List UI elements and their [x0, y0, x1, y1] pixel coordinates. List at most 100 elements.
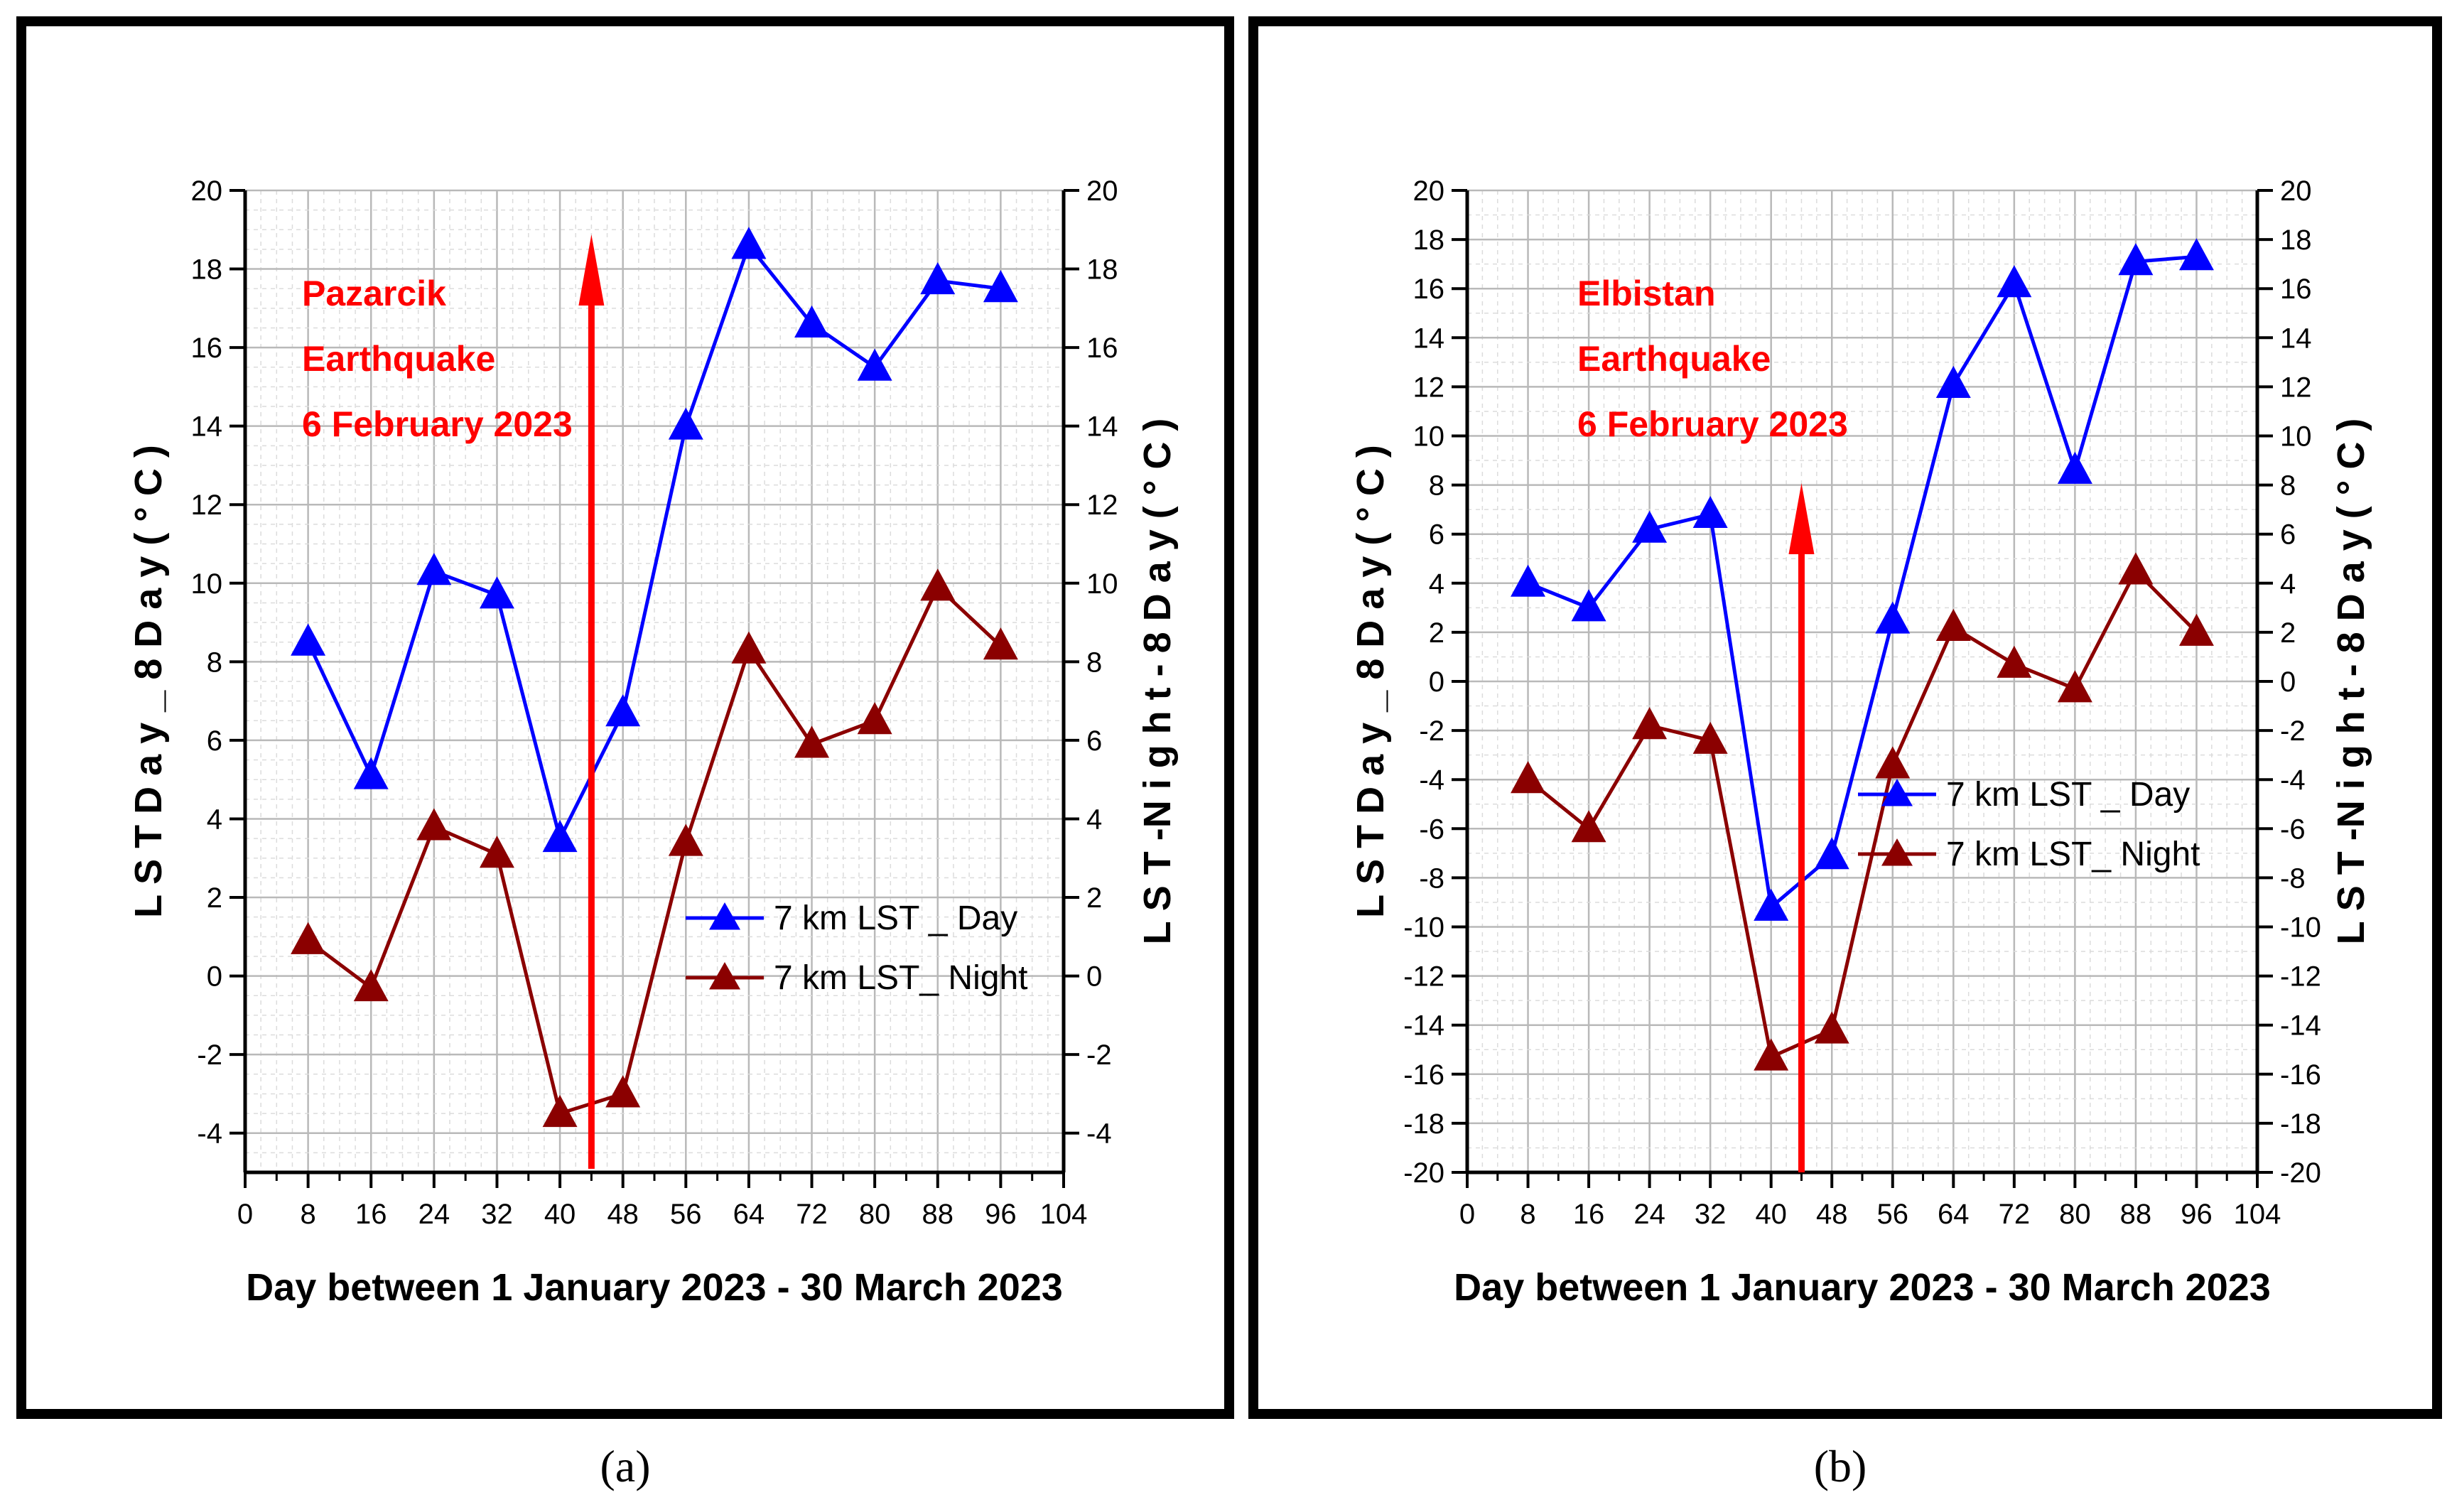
event-arrow-head — [578, 234, 605, 306]
y-tick-label-left: -8 — [1419, 863, 1444, 894]
y-tick-label-right: 12 — [1086, 490, 1118, 521]
y-tick-label-left: 8 — [1429, 470, 1444, 502]
y-tick-label-right: -4 — [2280, 765, 2306, 796]
y-axis-title-right: L S T -N i g h t - 8 D a y ( ° C ) — [2330, 418, 2372, 945]
data-point-night — [2118, 552, 2154, 585]
x-tick-label: 56 — [670, 1199, 702, 1230]
legend-marker — [1881, 838, 1913, 866]
data-point-night — [2178, 613, 2214, 646]
data-point-night — [1571, 810, 1606, 843]
y-tick-label-left: 4 — [207, 804, 222, 835]
data-point-day — [983, 270, 1018, 303]
series-line-night — [1526, 568, 2198, 1060]
data-point-day — [1571, 589, 1606, 622]
data-point-day — [479, 576, 514, 609]
y-tick-label-left: 10 — [191, 568, 223, 600]
x-tick-label: 40 — [544, 1199, 576, 1230]
y-axis-title-left: L S T D a y _ 8 D a y ( ° C ) — [1349, 445, 1392, 918]
y-tick-label-left: -6 — [1419, 814, 1444, 845]
panel-caption: (b) — [1814, 1441, 1867, 1491]
earthquake-annotation: 6 February 2023 — [1577, 404, 1848, 444]
y-axis-title-left: L S T D a y _ 8 D a y ( ° C ) — [127, 445, 170, 918]
y-tick-label-left: 12 — [191, 490, 223, 521]
x-tick-label: 24 — [418, 1199, 450, 1230]
x-tick-label: 72 — [796, 1199, 828, 1230]
data-point-night — [291, 922, 326, 954]
y-tick-label-right: 18 — [1086, 254, 1118, 286]
event-arrow-head — [1788, 483, 1815, 554]
legend-label: 7 km LST_ Night — [774, 959, 1027, 997]
panel-caption: (a) — [600, 1441, 650, 1491]
y-tick-label-right: 16 — [2280, 274, 2312, 305]
data-point-day — [542, 820, 578, 853]
legend-entry-night: 7 km LST_ Night — [1858, 836, 2200, 873]
y-tick-label-left: -4 — [1419, 765, 1444, 796]
x-tick-label: 24 — [1633, 1199, 1665, 1230]
data-point-night — [731, 631, 767, 664]
panel-border — [1248, 16, 2442, 1419]
x-tick-label: 16 — [1573, 1199, 1605, 1230]
data-point-night — [1814, 1011, 1849, 1044]
x-tick-label: 80 — [2059, 1199, 2091, 1230]
legend-label: 7 km LST _ Day — [774, 900, 1017, 937]
x-tick-label: 32 — [481, 1199, 513, 1230]
x-axis-title: Day between 1 January 2023 - 30 March 20… — [246, 1266, 1063, 1309]
y-tick-label-right: -2 — [2280, 716, 2306, 747]
y-tick-label-left: 14 — [1413, 323, 1445, 354]
data-point-day — [1997, 265, 2032, 298]
y-tick-label-right: 10 — [1086, 568, 1118, 600]
y-tick-label-right: 6 — [1086, 725, 1102, 757]
data-point-night — [983, 627, 1018, 660]
y-tick-label-left: -14 — [1403, 1010, 1444, 1042]
legend-marker — [1881, 779, 1913, 806]
data-point-day — [668, 407, 703, 440]
y-tick-label-left: -4 — [197, 1118, 222, 1150]
y-tick-label-right: -18 — [2280, 1108, 2321, 1140]
data-point-day — [1692, 495, 1728, 529]
y-tick-label-left: -18 — [1403, 1108, 1444, 1140]
data-point-night — [416, 808, 452, 841]
data-point-night — [1875, 746, 1911, 779]
x-tick-label: 32 — [1695, 1199, 1727, 1230]
x-tick-label: 40 — [1755, 1199, 1787, 1230]
data-point-night — [542, 1094, 578, 1128]
y-tick-label-left: 10 — [1413, 421, 1445, 453]
y-tick-label-right: -14 — [2280, 1010, 2321, 1042]
grid — [1466, 189, 2259, 1174]
y-tick-label-right: 14 — [1086, 411, 1118, 443]
y-tick-label-left: -16 — [1403, 1059, 1444, 1091]
y-tick-label-left: 12 — [1413, 372, 1445, 403]
legend-marker — [709, 962, 740, 990]
data-point-night — [857, 702, 892, 735]
x-tick-label: 88 — [922, 1199, 954, 1230]
data-point-night — [1935, 608, 1971, 641]
y-tick-label-left: 2 — [1429, 617, 1444, 649]
data-point-day — [2057, 451, 2092, 484]
earthquake-annotation: Elbistan — [1577, 274, 1715, 313]
y-tick-label-left: 18 — [191, 254, 223, 286]
data-point-day — [857, 348, 892, 381]
y-tick-label-left: -2 — [197, 1040, 222, 1071]
data-point-day — [1632, 510, 1668, 543]
x-tick-label: 72 — [1999, 1199, 2031, 1230]
y-tick-label-right: 12 — [2280, 372, 2312, 403]
y-tick-label-right: 8 — [1086, 647, 1102, 678]
x-tick-label: 104 — [1040, 1199, 1088, 1230]
data-point-day — [2118, 243, 2154, 276]
data-point-night — [794, 725, 830, 758]
x-tick-label: 0 — [237, 1199, 253, 1230]
y-tick-label-right: -12 — [2280, 961, 2321, 993]
x-axis-title: Day between 1 January 2023 - 30 March 20… — [1454, 1266, 2271, 1309]
y-tick-label-right: 10 — [2280, 421, 2312, 453]
data-point-night — [1511, 761, 1546, 794]
data-point-day — [920, 262, 956, 295]
y-axis-title-right: L S T -N i g h t - 8 D a y ( ° C ) — [1136, 418, 1179, 945]
y-tick-label-left: 0 — [1429, 666, 1444, 698]
y-tick-label-right: 4 — [1086, 804, 1102, 835]
x-tick-label: 88 — [2120, 1199, 2152, 1230]
series-line-night — [307, 584, 1003, 1116]
y-tick-label-right: 20 — [2280, 176, 2312, 207]
data-point-day — [2178, 238, 2214, 271]
legend-label: 7 km LST_ Night — [1946, 836, 2200, 873]
data-point-day — [1754, 888, 1789, 921]
